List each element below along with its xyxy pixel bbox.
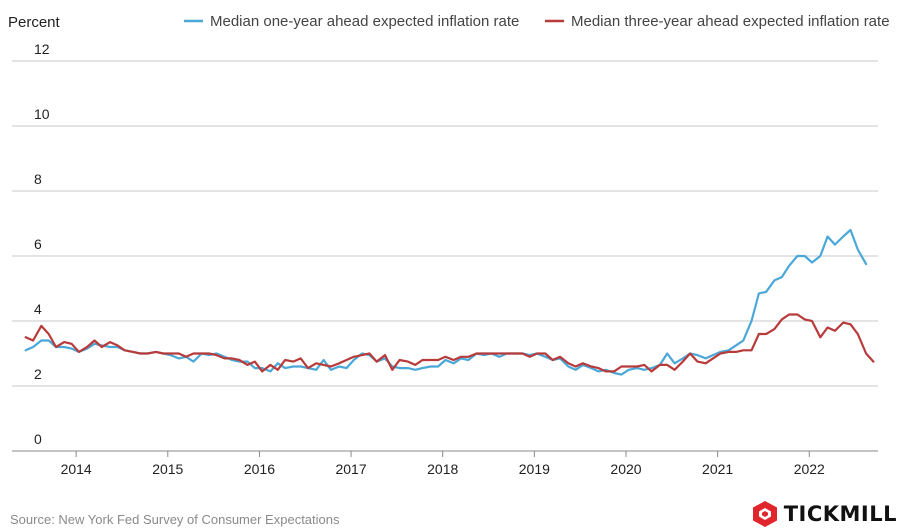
tickmill-hexagon-logo-icon — [752, 501, 777, 527]
brand-name: TICKMILL — [783, 502, 897, 526]
y-tick-label-4: 4 — [34, 301, 42, 317]
x-tick-label-2022: 2022 — [794, 461, 825, 477]
x-tick-label-2015: 2015 — [152, 461, 183, 477]
x-tick-label-2018: 2018 — [427, 461, 458, 477]
x-axis: 2014 2015 2016 2017 2018 2019 2020 2021 2022 — [12, 450, 878, 477]
legend-label-0: Median one-year ahead expected inflation… — [210, 13, 519, 30]
series-line-three-year — [24, 313, 875, 373]
legend-label-1: Median three-year ahead expected inflati… — [571, 13, 890, 30]
x-tick-label-2014: 2014 — [61, 461, 92, 477]
x-tick-label-2021: 2021 — [702, 461, 733, 477]
x-tick-label-2016: 2016 — [244, 461, 275, 477]
gridlines — [12, 60, 878, 387]
y-axis-label: Percent — [8, 14, 61, 31]
y-tick-label-0: 0 — [34, 431, 42, 447]
y-tick-label-8: 8 — [34, 171, 42, 187]
x-tick-label-2019: 2019 — [519, 461, 550, 477]
source-note: Source: New York Fed Survey of Consumer … — [10, 512, 340, 527]
brand-logo: TICKMILL — [752, 500, 897, 528]
y-tick-label-6: 6 — [34, 236, 42, 252]
y-tick-label-2: 2 — [34, 366, 42, 382]
legend: Median one-year ahead expected inflation… — [184, 13, 890, 30]
y-tick-label-10: 10 — [34, 106, 50, 122]
y-tick-label-12: 12 — [34, 41, 50, 57]
y-tick-labels: 0 2 4 6 8 10 12 — [34, 41, 50, 447]
x-tick-label-2020: 2020 — [610, 461, 641, 477]
series-lines — [24, 228, 875, 376]
x-tick-label-2017: 2017 — [335, 461, 366, 477]
